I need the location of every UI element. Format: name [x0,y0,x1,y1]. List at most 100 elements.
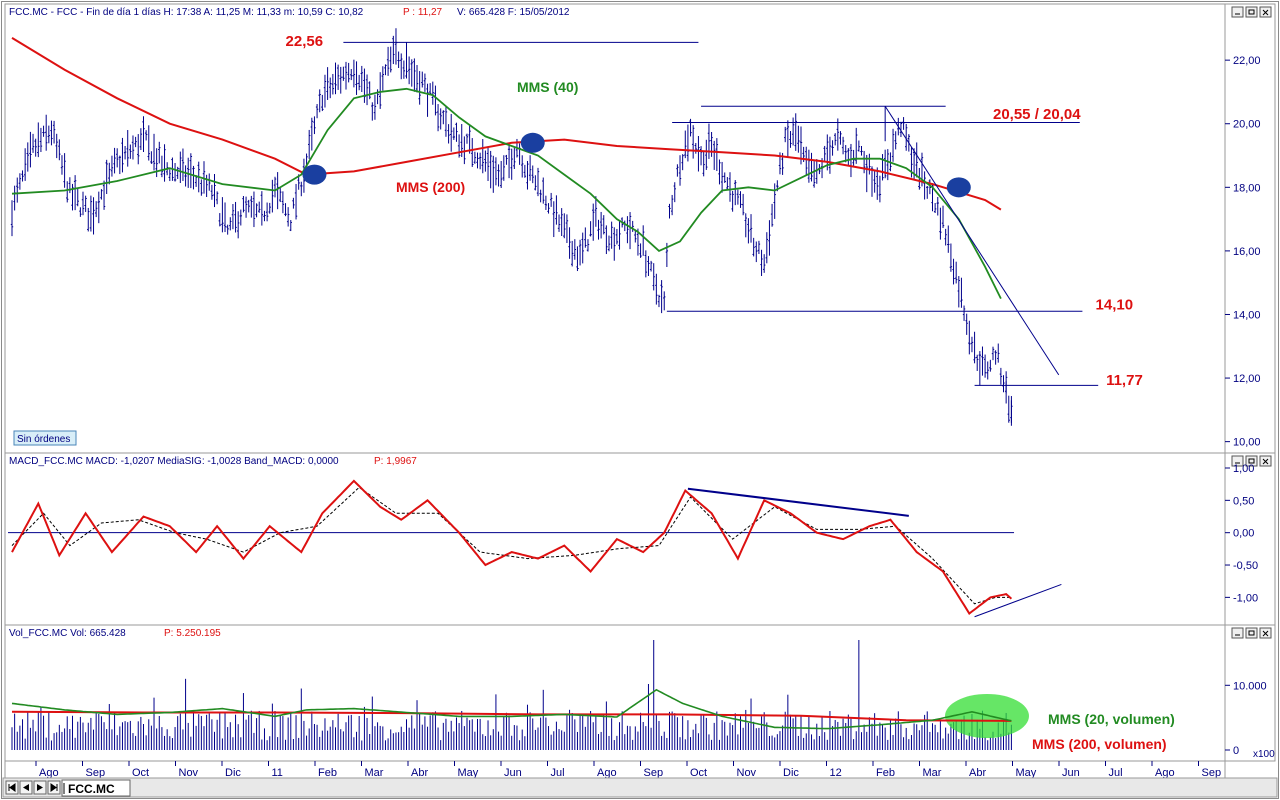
downtrend-line [884,105,1060,376]
price-y-tick-label: 14,00 [1233,309,1261,321]
maximize-button[interactable] [1245,455,1258,467]
maximize-button[interactable] [1245,6,1258,18]
badge-box [13,430,77,446]
time-tick-label: Nov [737,767,757,779]
nav-last-icon [50,783,58,792]
minimize-button[interactable] [1231,627,1244,639]
nav-first-icon [8,783,16,792]
nav-prev-icon [23,784,29,791]
time-axis: Ago Sep Oct Nov Dic 11 Feb Mar Abr May Jun Jul Ago Se… [4,760,1226,779]
price-axis-area [1224,3,1276,454]
time-tick-label: Dic [225,767,241,779]
volume-header-p: P: 5.250.195 [164,628,221,639]
macd-line [11,479,1013,615]
time-tick-label: Jul [1109,767,1123,779]
macd-window-controls [1231,455,1272,467]
price-header-p: P : 11,27 [403,7,443,18]
price-plot-area [4,3,1226,454]
nav-first-button[interactable] [5,780,19,795]
volume-panel: Vol_FCC.MC Vol: 665.428 P: 5.250.195 10.… [4,624,1276,762]
price-y-tick-label: 22,00 [1233,55,1261,67]
mms200-line [11,37,1002,211]
minimize-button[interactable] [1231,455,1244,467]
annotation-high-22-56: 22,56 [286,33,324,50]
volume-header: Vol_FCC.MC Vol: 665.428 [9,628,126,639]
macd-y-tick-label: 1,00 [1233,463,1254,475]
price-y-tick-label: 18,00 [1233,182,1261,194]
time-tick-label: Abr [969,767,986,779]
time-tick-label: Nov [179,767,199,779]
price-y-tick-label: 20,00 [1233,119,1261,131]
annotation-range-20-55: 20,55 / 20,04 [993,106,1081,123]
time-tick-label: Jul [551,767,565,779]
tab-label: FCC.MC [68,782,115,796]
time-tick-label: Ago [39,767,59,779]
golden-death-cross-marker [946,177,971,198]
volume-y-axis: 10.000 0 [1225,680,1267,757]
sin-ordenes-badge[interactable]: Sin órdenes [13,430,77,446]
volume-y-tick-label: 0 [1233,745,1239,757]
time-tick-label: Dic [783,767,799,779]
macd-y-tick-label: -1,00 [1233,592,1258,604]
time-tick-label: 12 [830,767,842,779]
macd-support-line [974,583,1062,618]
golden-death-cross-marker [302,164,327,185]
price-header: FCC.MC - FCC - Fin de día 1 días H: 17:3… [9,7,364,18]
time-tick-label: 11 [272,767,283,779]
macd-plot-area [4,452,1226,626]
volume-y-tick-label: 10.000 [1233,680,1267,692]
time-axis-ticks: Ago Sep Oct Nov Dic 11 Feb Mar Abr May Jun Jul Ago Se… [35,761,1222,779]
macd-y-tick-label: 0,50 [1233,495,1254,507]
annotation-support-11-77: 11,77 [1106,372,1143,389]
nav-next-icon [37,784,43,791]
volume-axis-area [1224,624,1276,762]
minimize-button[interactable] [1231,6,1244,18]
time-tick-label: Ago [597,767,617,779]
annotation-support-14-10: 14,10 [1096,297,1134,314]
tab-fcc-mc[interactable]: FCC.MC [61,779,131,797]
time-tick-label: Jun [504,767,522,779]
macd-header-p: P: 1,9967 [374,456,417,467]
volume-mms200-line [11,710,1012,722]
annotation-mms200-volumen: MMS (200, volumen) [1032,736,1167,752]
maximize-button[interactable] [1245,627,1258,639]
macd-y-tick-label: 0,00 [1233,528,1254,540]
macd-trendlines [687,487,1062,618]
macd-axis-area [1224,452,1276,626]
nav-next-button[interactable] [33,780,47,795]
price-y-tick-label: 16,00 [1233,246,1261,258]
crossover-markers [302,132,971,198]
annotation-mms20-volumen: MMS (20, volumen) [1048,711,1175,727]
golden-death-cross-marker [520,132,545,153]
price-window-controls [1231,6,1272,18]
annotation-mms40: MMS (40) [517,79,578,95]
price-header-v: V: 665.428 F: 15/05/2012 [457,7,570,18]
time-tick-label: Feb [318,767,337,779]
nav-last-button[interactable] [47,780,61,795]
volume-multiplier: x100 [1253,749,1275,760]
macd-header: MACD_FCC.MC MACD: -1,0207 MediaSIG: -1,0… [9,456,339,467]
volume-window-controls [1231,627,1272,639]
mms40-line [11,87,1002,300]
time-tick-label: Abr [411,767,428,779]
time-tick-label: May [1016,767,1037,779]
macd-y-tick-label: -0,50 [1233,560,1258,572]
time-tick-label: Sep [1202,767,1222,779]
time-tick-label: Oct [132,767,149,779]
volume-mms20-line [11,688,1012,730]
time-tick-label: Ago [1155,767,1175,779]
macd-divergence-line [687,487,909,517]
price-trendlines [343,41,1099,386]
annotation-mms200: MMS (200) [396,179,465,195]
price-y-tick-label: 12,00 [1233,373,1261,385]
time-tick-label: May [458,767,479,779]
time-tick-label: Mar [365,767,384,779]
time-tick-label: Jun [1062,767,1080,779]
macd-y-axis: 1,00 0,50 0,00 -0,50 -1,00 [1225,463,1258,604]
macd-panel: MACD_FCC.MC MACD: -1,0207 MediaSIG: -1,0… [4,452,1276,626]
time-tick-label: Sep [86,767,106,779]
nav-prev-button[interactable] [19,780,33,795]
price-y-axis: 22,00 20,00 18,00 16,00 14,00 12,00 10,00 [1225,55,1261,449]
